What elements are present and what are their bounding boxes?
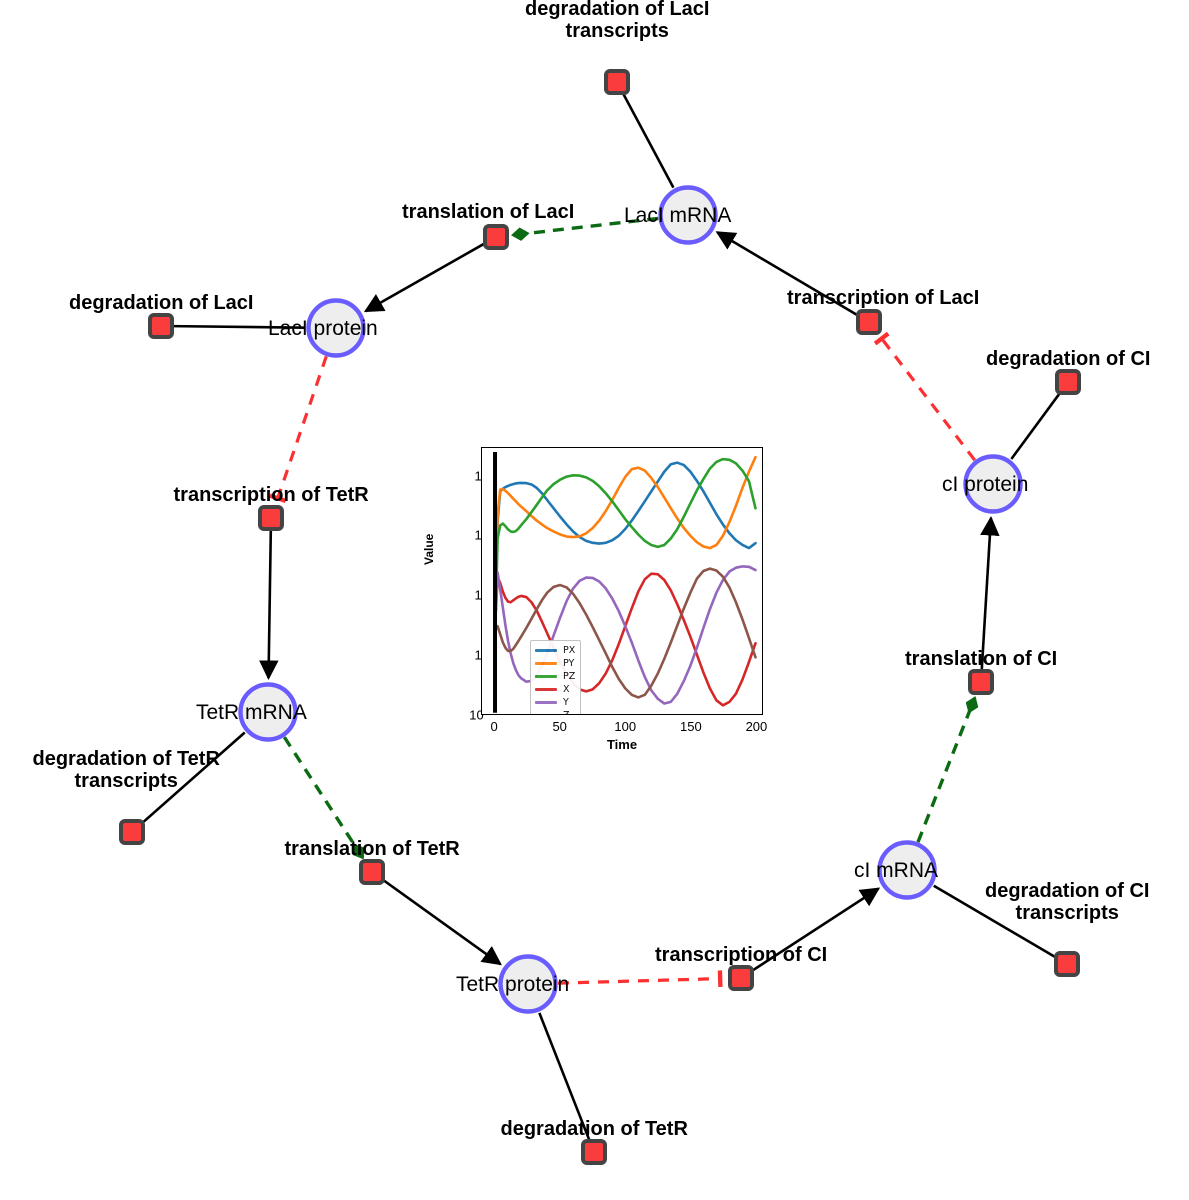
species-label-tetr_protein: TetR protein [456, 973, 570, 996]
edge-translation_ci-to-ci_protein [980, 515, 1000, 671]
chart-series-X [495, 574, 755, 706]
legend-label-PX: PX [563, 645, 576, 656]
chart-legend: PX PY PZ XYZ [530, 640, 582, 715]
reaction-node-translation_laci[interactable] [483, 224, 509, 250]
legend-swatch-Z [535, 714, 557, 715]
species-node-laci_protein[interactable] [306, 298, 366, 358]
reaction-label-transcription_tetr: transcription of TetR [173, 484, 369, 506]
edge-laci_protein-to-transcription_tetr [269, 355, 328, 504]
inset-timecourse-chart: Value 10−1100101102103 PXPYPZXYZ 0501001… [422, 437, 780, 759]
edge-transcription_laci-to-laci_mrna [715, 231, 860, 318]
species-label-ci_mrna: cI mRNA [854, 859, 938, 882]
edge-deg_tetr-to-tetr_protein [538, 1012, 591, 1142]
chart-xtick-3: 150 [680, 719, 702, 734]
edge-deg_tetr_transcripts-to-tetr_mrna [140, 731, 246, 826]
chart-series-Z [495, 569, 755, 698]
reaction-label-transcription_ci: transcription of CI [655, 944, 828, 966]
chart-y-axis-label: Value [422, 533, 436, 565]
chart-series-PZ [495, 459, 755, 637]
edge-translation_tetr-to-tetr_protein [380, 877, 502, 966]
chart-xtick-1: 50 [552, 719, 567, 734]
edge-deg_laci-to-laci_protein [172, 324, 306, 329]
chart-legend-item-Y: Y [535, 696, 575, 709]
reaction-node-deg_ci_transcripts[interactable] [1054, 951, 1080, 977]
legend-label-X: X [563, 684, 570, 695]
reaction-label-deg_ci_transcripts: degradation of CI transcripts [985, 880, 1150, 925]
reaction-label-translation_laci: translation of LacI [402, 201, 575, 223]
edge-deg_ci_transcripts-to-ci_mrna [933, 884, 1058, 960]
edge-laci_mrna-to-translation_laci [511, 216, 659, 241]
edge-transcription_ci-to-ci_mrna [750, 887, 881, 973]
reaction-node-translation_ci[interactable] [968, 669, 994, 695]
reaction-label-deg_tetr: degradation of TetR [500, 1118, 688, 1140]
chart-series-PY [495, 457, 755, 631]
reaction-node-transcription_laci[interactable] [856, 309, 882, 335]
edge-deg_laci_transcripts-to-laci_mrna [621, 91, 675, 189]
reaction-label-deg_tetr_transcripts: degradation of TetR transcripts [32, 748, 220, 793]
reaction-label-deg_laci_transcripts: degradation of LacI transcripts [525, 0, 710, 43]
reaction-node-deg_tetr_transcripts[interactable] [119, 819, 145, 845]
legend-label-PZ: PZ [563, 671, 576, 682]
chart-xtick-0: 0 [490, 719, 498, 734]
chart-series-PX [495, 463, 755, 631]
reaction-node-deg_laci_transcripts[interactable] [604, 69, 630, 95]
species-node-tetr_protein[interactable] [498, 954, 558, 1014]
reaction-node-transcription_tetr[interactable] [258, 505, 284, 531]
reaction-label-translation_tetr: translation of TetR [284, 838, 460, 860]
species-node-laci_mrna[interactable] [658, 185, 718, 245]
reaction-label-deg_ci: degradation of CI [986, 348, 1151, 370]
legend-label-PY: PY [563, 658, 575, 669]
chart-legend-item-PX: PX [535, 644, 575, 657]
species-node-ci_mrna[interactable] [877, 840, 937, 900]
chart-series-Y [495, 566, 755, 703]
chart-legend-item-X: X [535, 683, 575, 696]
chart-legend-item-PZ: PZ [535, 670, 575, 683]
edge-transcription_tetr-to-tetr_mrna [259, 529, 279, 680]
reaction-label-deg_laci: degradation of LacI [69, 292, 254, 314]
species-label-ci_protein: cI protein [942, 473, 1029, 496]
chart-xtick-2: 100 [614, 719, 637, 734]
legend-swatch-PZ [535, 675, 557, 678]
chart-plot-area: PX PY PZ XYZ [481, 447, 763, 715]
edge-ci_protein-to-transcription_laci [873, 331, 977, 462]
species-label-laci_mrna: LacI mRNA [624, 204, 732, 227]
chart-xtick-4: 200 [745, 719, 768, 734]
species-node-ci_protein[interactable] [963, 454, 1023, 514]
edge-ci_mrna-to-translation_ci [916, 696, 979, 843]
legend-swatch-X [535, 688, 557, 691]
species-label-tetr_mrna: TetR mRNA [196, 701, 307, 724]
chart-legend-item-Z: Z [535, 709, 575, 715]
legend-swatch-Y [535, 701, 557, 704]
edge-tetr_protein-to-transcription_ci [557, 970, 723, 987]
reaction-label-transcription_laci: transcription of LacI [787, 287, 980, 309]
legend-swatch-PX [535, 649, 557, 652]
edge-tetr_mrna-to-translation_tetr [282, 736, 365, 860]
reaction-node-deg_laci[interactable] [148, 313, 174, 339]
species-node-tetr_mrna[interactable] [238, 682, 298, 742]
legend-label-Z: Z [563, 710, 570, 714]
legend-label-Y: Y [563, 697, 569, 708]
reaction-label-translation_ci: translation of CI [905, 648, 1058, 670]
legend-swatch-PY [535, 662, 557, 665]
chart-legend-item-PY: PY [535, 657, 575, 670]
species-label-laci_protein: LacI protein [268, 317, 378, 340]
reaction-node-transcription_ci[interactable] [728, 965, 754, 991]
chart-x-axis-label: Time [606, 737, 638, 752]
reaction-node-deg_ci[interactable] [1055, 369, 1081, 395]
edge-translation_laci-to-laci_protein [363, 241, 487, 313]
edge-deg_ci-to-ci_protein [1010, 390, 1062, 460]
reaction-node-deg_tetr[interactable] [581, 1139, 607, 1165]
reaction-node-translation_tetr[interactable] [359, 859, 385, 885]
